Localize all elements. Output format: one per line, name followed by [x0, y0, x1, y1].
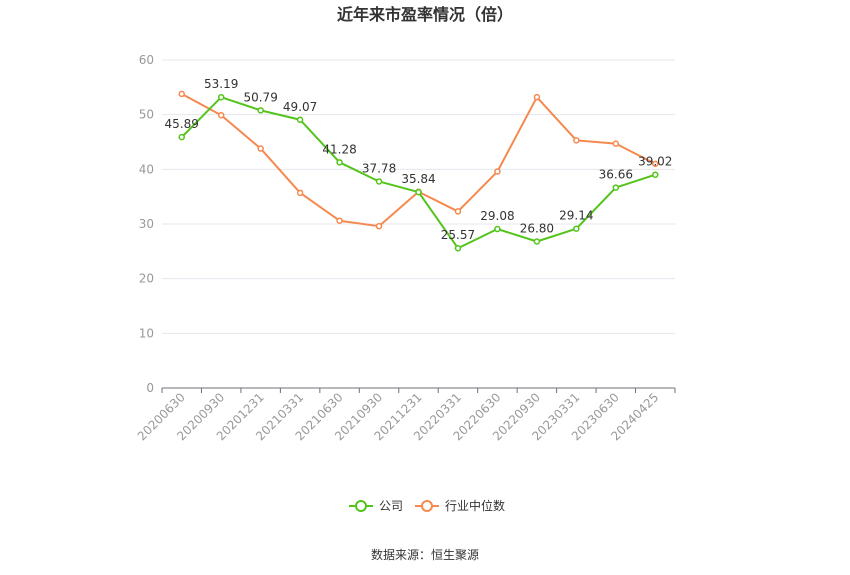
data-label: 45.89	[165, 117, 199, 131]
data-point[interactable]	[178, 133, 185, 141]
y-tick-label: 40	[139, 162, 154, 176]
y-tick-label: 0	[146, 381, 154, 395]
legend-label: 公司	[379, 499, 403, 513]
data-point[interactable]	[573, 225, 580, 232]
data-label: 50.79	[243, 90, 277, 104]
data-label: 39.02	[638, 155, 672, 169]
data-point[interactable]	[652, 171, 659, 178]
chart-title: 近年来市盈率情况（倍）	[337, 5, 513, 24]
data-point[interactable]	[612, 140, 620, 147]
data-label: 36.66	[599, 168, 633, 182]
data-point[interactable]	[533, 238, 541, 245]
legend-swatch-marker	[355, 500, 367, 512]
data-point[interactable]	[178, 90, 185, 98]
data-point[interactable]	[612, 184, 620, 191]
legend-label: 行业中位数	[445, 498, 505, 513]
data-label: 37.78	[362, 161, 396, 175]
data-label: 26.80	[520, 221, 554, 235]
data-label: 29.08	[480, 209, 514, 223]
legend-item-1[interactable]: 行业中位数	[415, 498, 505, 513]
y-tick-label: 30	[139, 217, 154, 231]
legend-swatch-marker	[421, 500, 433, 512]
data-source-note: 数据来源：恒生聚源	[371, 547, 479, 562]
data-label: 49.07	[283, 100, 317, 114]
data-label: 41.28	[322, 142, 356, 156]
data-label: 25.57	[441, 228, 475, 242]
data-point[interactable]	[217, 111, 225, 119]
data-point[interactable]	[494, 225, 501, 233]
y-tick-label: 50	[139, 108, 154, 122]
data-label: 29.14	[559, 209, 593, 223]
data-point[interactable]	[573, 137, 580, 144]
series-line-1	[181, 93, 656, 228]
grid-lines	[162, 59, 675, 334]
data-point[interactable]	[336, 217, 343, 224]
data-point[interactable]	[415, 188, 422, 196]
legend[interactable]: 公司 行业中位数	[349, 498, 505, 513]
legend-item-0[interactable]: 公司	[349, 499, 403, 513]
data-point[interactable]	[296, 116, 304, 124]
data-point[interactable]	[454, 244, 462, 252]
data-point[interactable]	[217, 93, 225, 101]
series-lines	[178, 90, 659, 252]
data-point[interactable]	[533, 93, 541, 101]
data-point[interactable]	[296, 189, 304, 197]
y-tick-label: 60	[139, 53, 154, 67]
data-point[interactable]	[494, 168, 501, 175]
y-tick-label: 10	[139, 326, 154, 340]
data-point[interactable]	[375, 178, 383, 185]
data-point[interactable]	[336, 159, 343, 166]
data-point[interactable]	[257, 107, 264, 114]
data-label: 35.84	[401, 172, 435, 186]
y-tick-label: 20	[139, 272, 154, 286]
data-point[interactable]	[652, 160, 659, 168]
data-point[interactable]	[454, 208, 462, 215]
data-label: 53.19	[204, 77, 238, 91]
data-point[interactable]	[375, 222, 383, 230]
data-point[interactable]	[257, 145, 264, 152]
data-labels: 45.89 53.19 50.79 49.07 41.28 37.78 35.84 25.57…	[165, 77, 673, 242]
